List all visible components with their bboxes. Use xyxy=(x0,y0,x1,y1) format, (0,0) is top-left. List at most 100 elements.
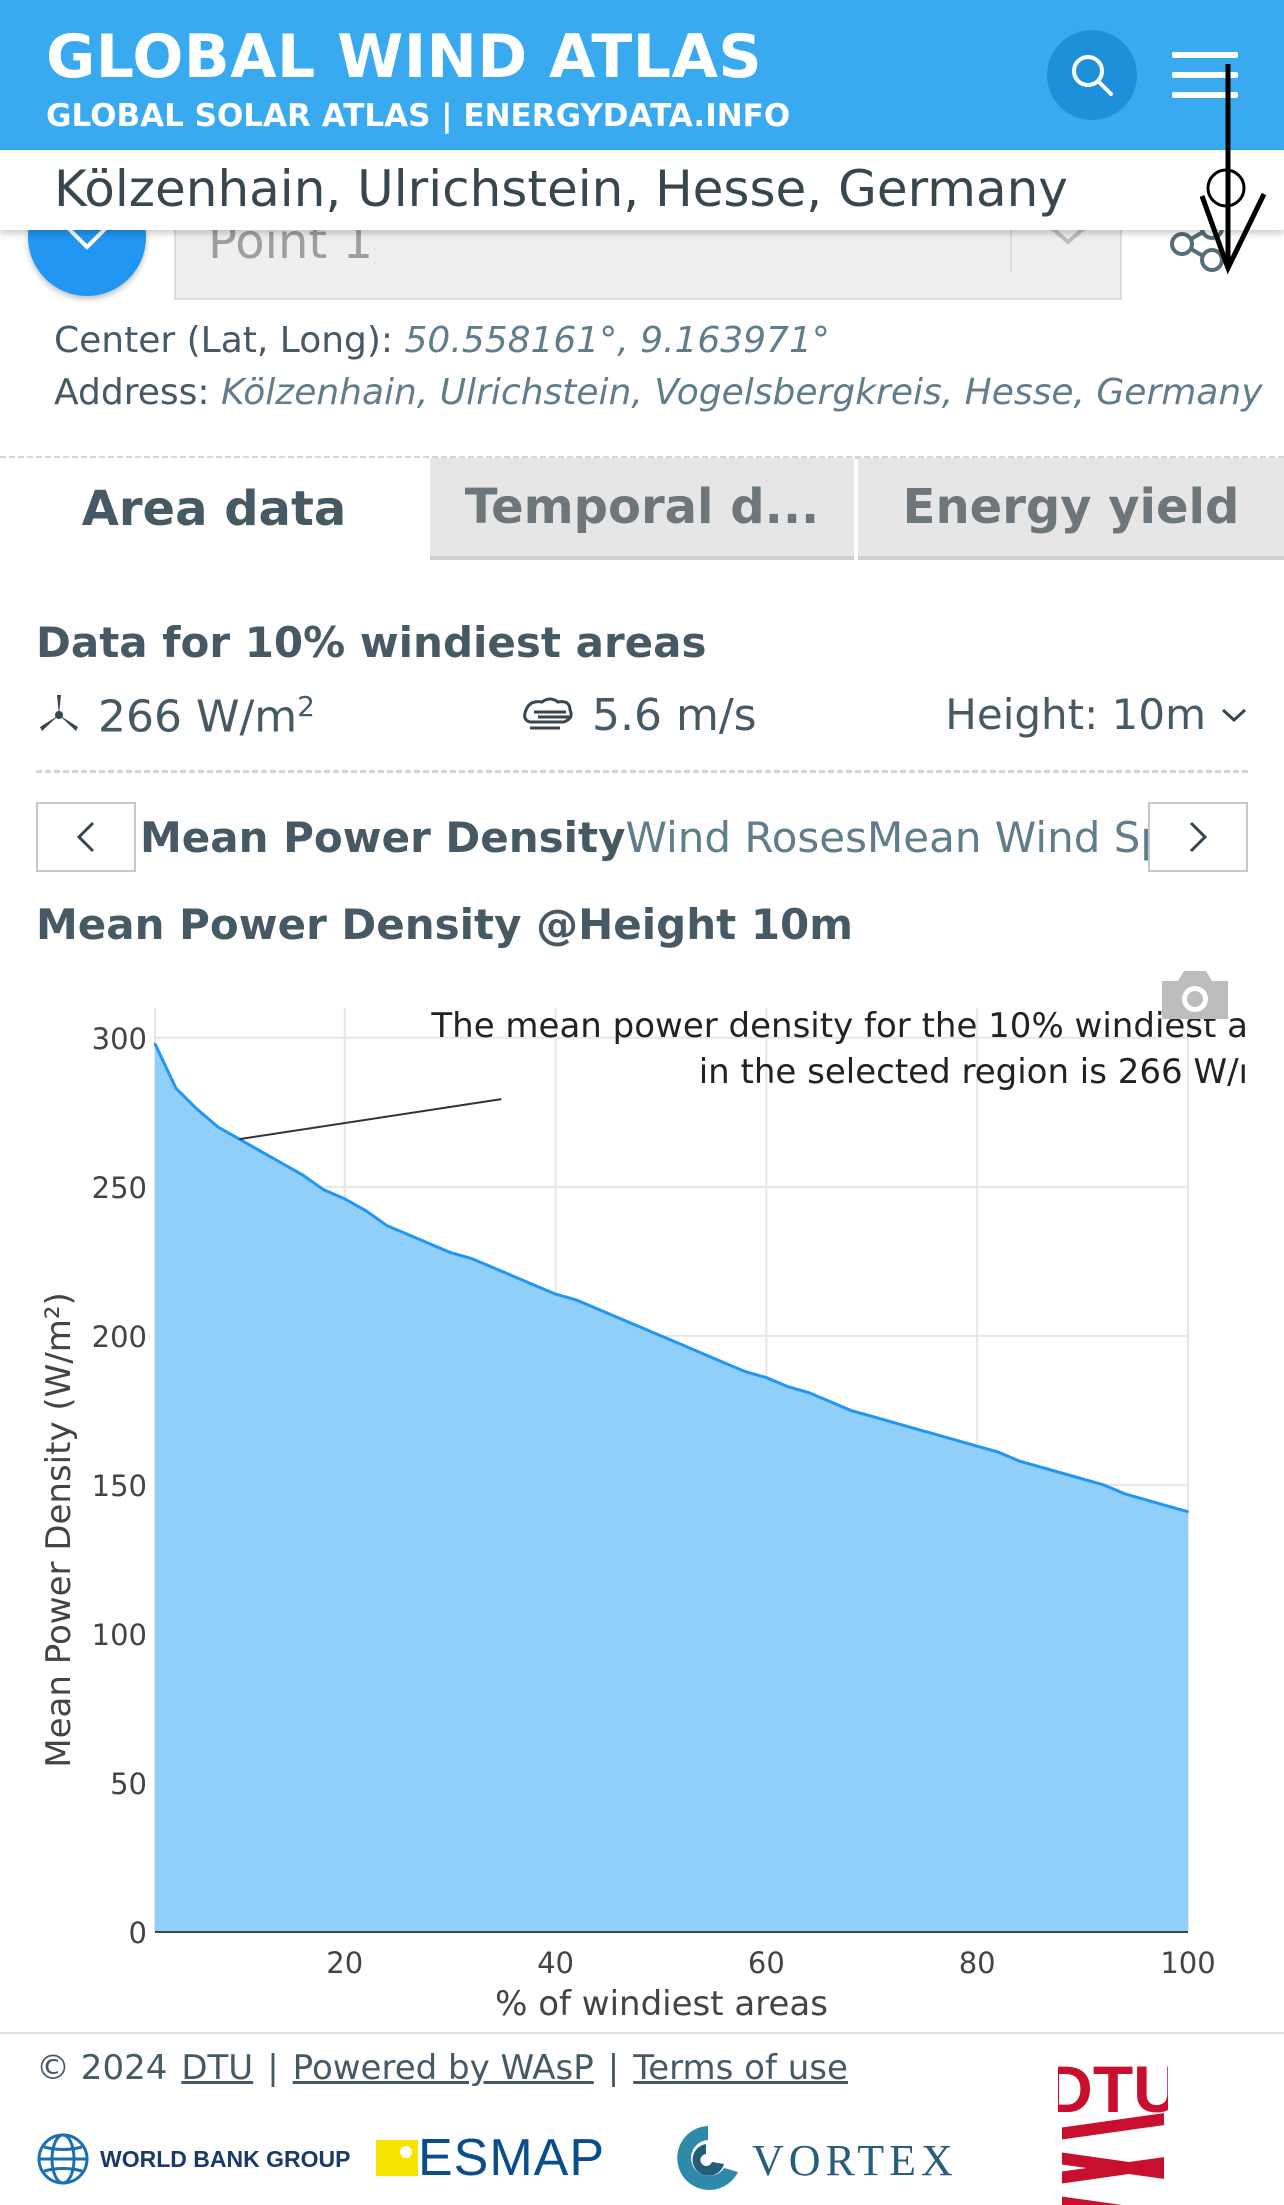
chevron-right-icon xyxy=(1189,821,1208,853)
x-axis-title: % of windiest areas xyxy=(495,1984,828,2024)
data-point xyxy=(934,1433,936,1436)
center-label: Center (Lat, Long): xyxy=(54,320,394,361)
data-point xyxy=(1081,1477,1084,1480)
vortex-logo[interactable]: VORTEX xyxy=(668,2120,958,2200)
dtu-mark: DTU xyxy=(1045,2052,1181,2205)
search-button[interactable] xyxy=(1047,30,1137,120)
data-point xyxy=(512,1275,515,1278)
data-point xyxy=(638,1325,641,1328)
chart-tab-mean-power-density[interactable]: Mean Power Density xyxy=(140,812,626,862)
wind-speed-value: 5.6 m/s xyxy=(592,690,757,741)
address-label: Address: xyxy=(54,372,210,413)
data-point xyxy=(1144,1498,1147,1501)
tab-area-data[interactable]: Area data xyxy=(0,458,428,560)
x-tick-label: 100 xyxy=(1160,1946,1215,1980)
y-tick-label: 300 xyxy=(92,1022,147,1056)
power-density-value: 266 W/m xyxy=(98,691,298,743)
data-point xyxy=(660,1334,662,1337)
data-point xyxy=(196,1108,199,1111)
wind-turbine-icon xyxy=(40,695,78,732)
footer-link-terms[interactable]: Terms of use xyxy=(633,2048,848,2088)
data-point xyxy=(428,1242,431,1245)
select-divider xyxy=(1010,202,1012,272)
data-point xyxy=(449,1251,452,1254)
chevron-down-icon xyxy=(1050,226,1086,245)
data-point xyxy=(1123,1492,1126,1495)
data-point xyxy=(997,1451,1000,1454)
wind-speed-stat: 5.6 m/s xyxy=(520,690,757,741)
world-bank-logo[interactable]: WORLD BANK GROUP xyxy=(36,2132,350,2186)
chart-prev-button[interactable] xyxy=(36,802,136,872)
data-point xyxy=(870,1415,873,1418)
data-point xyxy=(1039,1466,1042,1468)
footer-link-dtu[interactable]: DTU xyxy=(181,2048,254,2088)
data-point xyxy=(681,1343,683,1346)
y-tick-label: 100 xyxy=(92,1618,147,1652)
chart-next-button[interactable] xyxy=(1148,802,1248,872)
wind-icon xyxy=(523,697,573,729)
camera-icon[interactable] xyxy=(1158,965,1232,1023)
data-point xyxy=(343,1197,346,1200)
y-tick-label: 200 xyxy=(92,1320,147,1354)
data-point xyxy=(807,1391,810,1394)
globe-icon xyxy=(37,2133,89,2185)
x-tick-label: 60 xyxy=(748,1946,785,1980)
app-header: GLOBAL WIND ATLAS GLOBAL SOLAR ATLAS | E… xyxy=(0,0,1284,150)
footer-link-wasp[interactable]: Powered by WAsP xyxy=(292,2048,594,2088)
data-point xyxy=(849,1409,852,1412)
series-line xyxy=(153,1043,1189,1514)
data-point xyxy=(723,1361,726,1364)
vortex-swirl-icon xyxy=(677,2126,738,2190)
data-point xyxy=(786,1385,789,1388)
data-point xyxy=(1018,1460,1021,1463)
chart-svg: 0 50 100 150 200 250 300 20 40 60 80 100 % of windie… xyxy=(39,1006,1248,2024)
x-tick-label: 20 xyxy=(326,1946,363,1980)
data-point xyxy=(533,1284,536,1287)
footer-links: © 2024 DTU | Powered by WAsP | Terms of … xyxy=(36,2048,848,2088)
data-point xyxy=(280,1162,283,1164)
app-title[interactable]: GLOBAL WIND ATLAS xyxy=(46,22,763,92)
y-tick-label: 250 xyxy=(92,1171,147,1205)
divider xyxy=(0,456,1284,459)
y-tick-label: 50 xyxy=(110,1767,147,1801)
power-density-chart: 0 50 100 150 200 250 300 20 40 60 80 100 % of windie… xyxy=(0,950,1284,2025)
x-tick-label: 80 xyxy=(959,1946,996,1980)
height-select-value: Height: 10m xyxy=(945,690,1206,739)
annotation-line-2: in the selected region is 266 W/ı xyxy=(699,1052,1248,1092)
esmap-sun-icon xyxy=(376,2140,418,2176)
height-select[interactable]: Height: 10m xyxy=(945,690,1248,739)
center-value: 50.558161°, 9.163971° xyxy=(404,320,830,361)
dtu-logo[interactable]: DTU xyxy=(1045,2048,1181,2205)
address: Address: Kölzenhain, Ulrichstein, Vogels… xyxy=(54,372,1263,413)
data-point xyxy=(955,1439,958,1442)
data-point xyxy=(702,1352,705,1355)
data-point xyxy=(828,1400,831,1403)
y-tick-label: 150 xyxy=(92,1469,147,1503)
data-point xyxy=(1165,1504,1168,1507)
data-point xyxy=(891,1421,894,1424)
power-density-unit-sup: 2 xyxy=(297,690,315,723)
data-point xyxy=(301,1173,304,1176)
data-point xyxy=(1060,1472,1063,1474)
tab-energy-yield[interactable]: Energy yield xyxy=(858,458,1284,560)
power-density-stat: 266 W/m2 xyxy=(36,690,315,743)
data-point xyxy=(322,1188,325,1191)
hamburger-menu-button[interactable] xyxy=(1170,52,1240,98)
annotation-line-1: The mean power density for the 10% windi… xyxy=(430,1006,1248,1046)
esmap-logo[interactable]: ESMAP xyxy=(376,2128,605,2188)
data-point xyxy=(154,1042,156,1045)
y-axis-title: Mean Power Density (W/m²) xyxy=(39,1292,79,1767)
footer-separator: | xyxy=(267,2048,279,2088)
chart-tab-wind-roses[interactable]: Wind Roses xyxy=(625,812,868,862)
world-bank-text: WORLD BANK GROUP xyxy=(100,2145,351,2172)
footer-divider xyxy=(0,2032,1284,2034)
data-point xyxy=(596,1308,599,1310)
data-point xyxy=(491,1266,494,1269)
app-subtitle-links[interactable]: GLOBAL SOLAR ATLAS | ENERGYDATA.INFO xyxy=(46,98,791,134)
chevron-left-icon xyxy=(76,821,95,853)
dtu-text: DTU xyxy=(1058,2052,1168,2126)
data-point xyxy=(575,1299,578,1302)
tab-temporal-data[interactable]: Temporal d... xyxy=(430,458,854,560)
data-point xyxy=(617,1317,620,1319)
data-point xyxy=(1102,1483,1105,1486)
